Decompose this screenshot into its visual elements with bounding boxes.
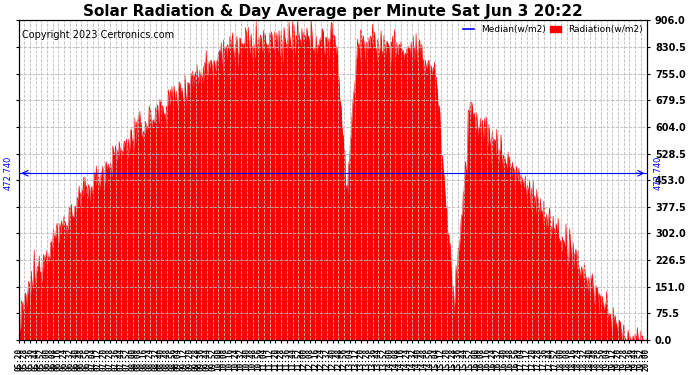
Title: Solar Radiation & Day Average per Minute Sat Jun 3 20:22: Solar Radiation & Day Average per Minute… (83, 4, 583, 19)
Legend: Median(w/m2), Radiation(w/m2): Median(w/m2), Radiation(w/m2) (463, 25, 643, 34)
Text: Copyright 2023 Certronics.com: Copyright 2023 Certronics.com (21, 30, 174, 40)
Text: 472.740: 472.740 (3, 156, 12, 190)
Text: 472.740: 472.740 (653, 156, 662, 190)
